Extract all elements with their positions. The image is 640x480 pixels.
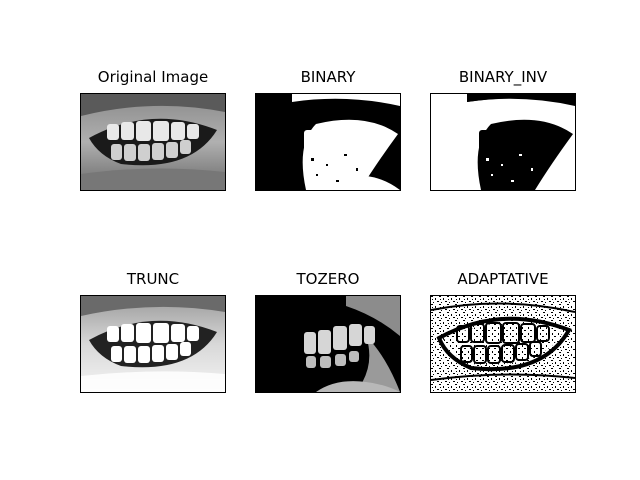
panel-binary: BINARY <box>255 68 401 191</box>
panel-trunc: TRUNC <box>80 270 226 393</box>
panel-adaptive: ADAPTATIVE <box>430 270 576 393</box>
panel-binary-inv: BINARY_INV <box>430 68 576 191</box>
panel-title-adaptive: ADAPTATIVE <box>457 270 549 288</box>
image-adaptive <box>430 295 576 393</box>
image-original <box>80 93 226 191</box>
panel-original: Original Image <box>80 68 226 191</box>
panel-title-trunc: TRUNC <box>126 270 180 288</box>
image-binary <box>255 93 401 191</box>
panel-title-tozero: TOZERO <box>296 270 360 288</box>
image-trunc <box>80 295 226 393</box>
panel-title-binary: BINARY <box>300 68 356 86</box>
panel-title-binary-inv: BINARY_INV <box>458 68 548 86</box>
panel-title-original: Original Image <box>97 68 209 86</box>
image-tozero <box>255 295 401 393</box>
image-binary-inv <box>430 93 576 191</box>
panel-tozero: TOZERO <box>255 270 401 393</box>
